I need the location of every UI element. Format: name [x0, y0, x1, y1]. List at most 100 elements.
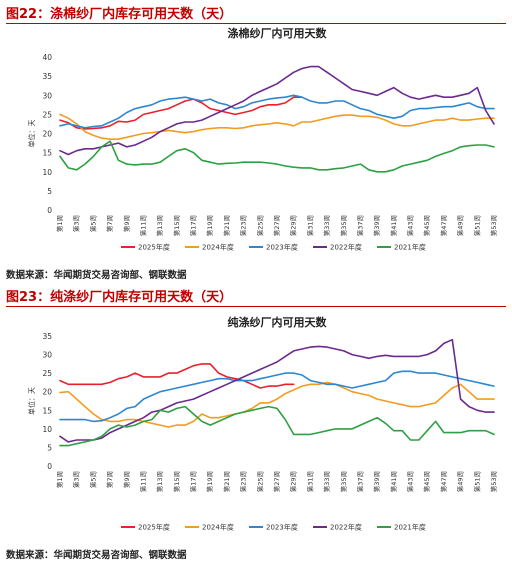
figure-23-source: 数据来源：华闻期货交易咨询部、钢联数据 [6, 550, 187, 561]
x-tick-label: 第35周 [339, 471, 348, 492]
x-tick-label: 第49周 [456, 471, 465, 492]
series-line-2024年度 [59, 381, 495, 428]
chart-pure-polyester-yarn-days: 纯涤纱厂内可用天数单位：天05101520253035第1周 第3周 第5周 第7周第… [27, 315, 498, 532]
legend-label: 2021年度 [394, 523, 426, 532]
x-tick-label: 第5周 [88, 215, 97, 232]
x-tick-label: 第47周 [439, 215, 448, 236]
figure-22-caption: 图22：涤棉纱厂内库存可用天数（天） [6, 7, 233, 22]
x-tick-label: 第17周 [189, 215, 198, 236]
y-tick-label: 40 [42, 53, 52, 62]
legend-label: 2025年度 [138, 243, 170, 252]
legend-label: 2024年度 [202, 243, 234, 252]
y-tick-label: 0 [47, 462, 52, 471]
x-tick-label: 第13周 [155, 215, 164, 236]
x-tick-label: 第9周 [122, 471, 131, 488]
x-tick-label: 第9周 [122, 215, 131, 232]
y-tick-label: 5 [47, 443, 52, 452]
caption-divider [6, 306, 506, 307]
chart-title: 涤棉纱厂内可用天数 [228, 26, 328, 40]
x-tick-label: 第41周 [389, 215, 398, 236]
series-line-2023年度 [59, 94, 495, 129]
y-tick-label: 25 [42, 110, 52, 119]
x-tick-label: 第3周 [72, 471, 81, 488]
x-tick-label: 第11周 [138, 471, 147, 492]
x-tick-label: 第39周 [372, 215, 381, 236]
series-line-2022年度 [59, 65, 495, 156]
caption-divider [6, 23, 506, 24]
legend-label: 2024年度 [202, 523, 234, 532]
y-tick-label: 30 [42, 351, 52, 360]
series-line-2024年度 [59, 113, 495, 140]
x-tick-label: 第1周 [55, 471, 64, 488]
x-tick-label: 第43周 [406, 215, 415, 236]
x-tick-label: 第23周 [239, 215, 248, 236]
x-tick-label: 第47周 [439, 471, 448, 492]
x-tick-label: 第41周 [389, 471, 398, 492]
x-tick-label: 第21周 [222, 215, 231, 236]
x-tick-label: 第1周 [55, 215, 64, 232]
y-tick-label: 25 [42, 369, 52, 378]
x-tick-label: 第35周 [339, 215, 348, 236]
x-tick-label: 第33周 [322, 215, 331, 236]
x-tick-label: 第19周 [205, 471, 214, 492]
x-tick-label: 第29周 [289, 215, 298, 236]
y-tick-label: 15 [42, 149, 52, 158]
x-tick-label: 第53周 [489, 215, 498, 236]
x-tick-label: 第27周 [272, 215, 281, 236]
x-tick-label: 第15周 [172, 471, 181, 492]
x-tick-label: 第21周 [222, 471, 231, 492]
x-tick-label: 第31周 [305, 471, 314, 492]
x-tick-label: 第7周 [105, 215, 114, 232]
x-tick-label: 第43周 [406, 471, 415, 492]
x-tick-label: 第49周 [456, 215, 465, 236]
series-line-2025年度 [59, 96, 303, 130]
y-tick-label: 20 [42, 388, 52, 397]
x-tick-label: 第33周 [322, 471, 331, 492]
y-axis-label: 单位：天 [27, 387, 36, 415]
figure-22-source: 数据来源：华闻期货交易咨询部、钢联数据 [6, 270, 187, 281]
x-tick-label: 第37周 [355, 215, 364, 236]
y-tick-label: 5 [47, 187, 52, 196]
legend-label: 2021年度 [394, 243, 426, 252]
x-tick-label: 第51周 [472, 471, 481, 492]
x-tick-label: 第3周 [72, 215, 81, 232]
x-tick-label: 第45周 [422, 471, 431, 492]
x-tick-label: 第23周 [239, 471, 248, 492]
y-tick-label: 30 [42, 91, 52, 100]
chart-title: 纯涤纱厂内可用天数 [228, 315, 328, 329]
x-tick-label: 第11周 [138, 215, 147, 236]
x-tick-label: 第17周 [189, 471, 198, 492]
x-tick-label: 第13周 [155, 471, 164, 492]
x-tick-label: 第5周 [88, 471, 97, 488]
x-tick-label: 第51周 [472, 215, 481, 236]
y-tick-label: 10 [42, 168, 52, 177]
x-tick-label: 第15周 [172, 215, 181, 236]
legend-label: 2022年度 [330, 523, 362, 532]
x-tick-label: 第37周 [355, 471, 364, 492]
x-tick-label: 第39周 [372, 471, 381, 492]
y-tick-label: 15 [42, 406, 52, 415]
legend-label: 2022年度 [330, 243, 362, 252]
x-tick-label: 第31周 [305, 215, 314, 236]
legend-label: 2023年度 [266, 243, 298, 252]
x-tick-label: 第19周 [205, 215, 214, 236]
y-tick-label: 10 [42, 425, 52, 434]
y-tick-label: 20 [42, 130, 52, 139]
legend-label: 2025年度 [138, 523, 170, 532]
series-line-2023年度 [59, 370, 495, 423]
y-tick-label: 35 [42, 332, 52, 341]
x-tick-label: 第29周 [289, 471, 298, 492]
y-tick-label: 0 [47, 206, 52, 215]
series-line-2022年度 [59, 338, 495, 443]
x-tick-label: 第45周 [422, 215, 431, 236]
series-line-2021年度 [59, 140, 495, 173]
x-tick-label: 第25周 [255, 471, 264, 492]
x-tick-label: 第27周 [272, 471, 281, 492]
y-tick-label: 35 [42, 72, 52, 81]
figure-23-caption: 图23：纯涤纱厂内库存可用天数（天） [6, 290, 233, 305]
x-tick-label: 第53周 [489, 471, 498, 492]
y-axis-label: 单位：天 [27, 120, 36, 148]
x-tick-label: 第7周 [105, 471, 114, 488]
series-line-2021年度 [59, 405, 495, 447]
